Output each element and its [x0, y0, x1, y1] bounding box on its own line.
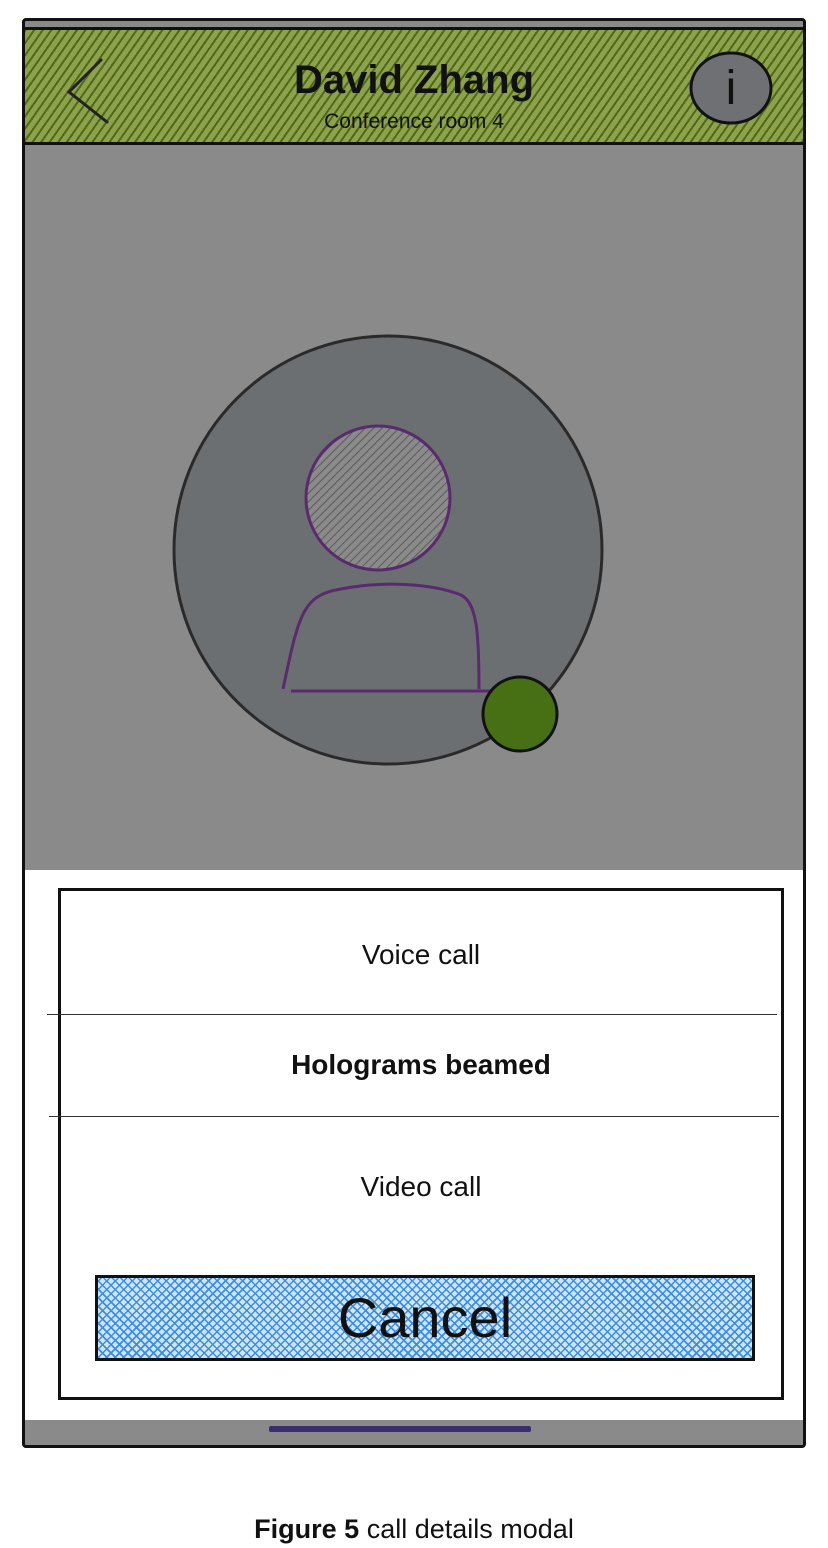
figure-caption: Figure 5 call details modal — [0, 1514, 828, 1545]
online-status-indicator — [481, 675, 559, 753]
call-options-modal: Voice call Holograms beamed Video call C… — [47, 888, 784, 1400]
phone-frame: David Zhang Conference room 4 i Voice ca… — [22, 18, 806, 1448]
home-indicator[interactable] — [269, 1426, 531, 1432]
divider — [49, 1116, 779, 1117]
info-button[interactable]: i — [689, 50, 773, 126]
chevron-left-icon[interactable] — [63, 56, 113, 126]
cancel-button[interactable]: Cancel — [95, 1275, 755, 1361]
video-call-option[interactable]: Video call — [360, 1171, 482, 1202]
user-avatar-icon — [172, 334, 604, 766]
bottom-sheet: Voice call Holograms beamed Video call C… — [25, 870, 803, 1420]
voice-call-option[interactable]: Voice call — [361, 939, 481, 970]
figure-number: Figure 5 — [254, 1514, 360, 1544]
holograms-beamed-option[interactable]: Holograms beamed — [291, 1049, 551, 1080]
contact-location: Conference room 4 — [324, 110, 504, 133]
call-header: David Zhang Conference room 4 i — [25, 27, 803, 145]
contact-name: David Zhang — [293, 58, 535, 102]
figure-description: call details modal — [366, 1514, 574, 1544]
divider — [47, 1014, 777, 1015]
info-icon: i — [689, 51, 773, 125]
home-bar-area — [25, 1420, 803, 1445]
svg-text:i: i — [726, 62, 737, 115]
